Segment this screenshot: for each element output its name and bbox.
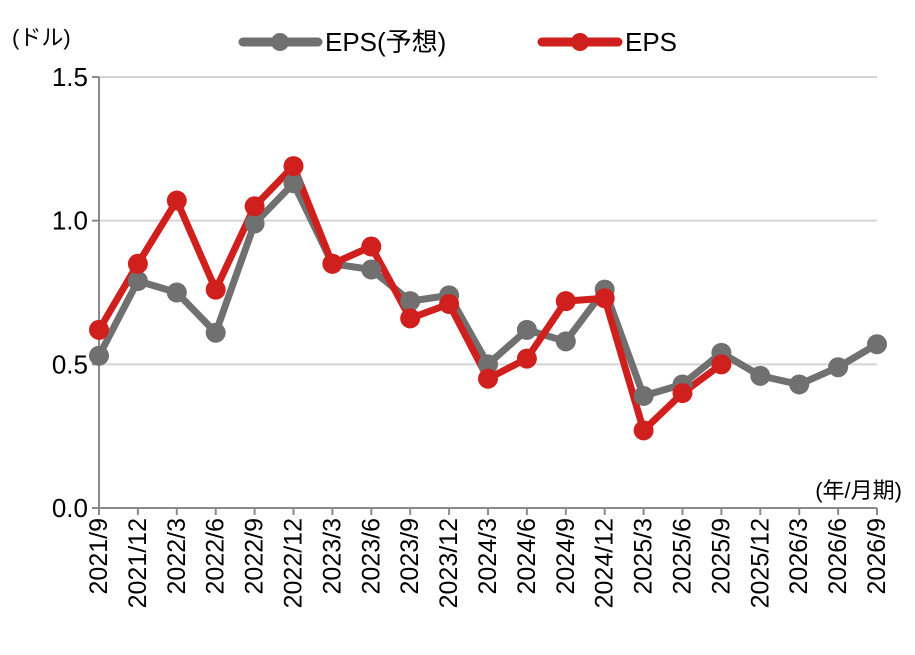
x-tick-label-6: 2023/3 [318, 518, 346, 594]
legend-label-forecast: EPS(予想) [325, 27, 446, 57]
series-0-point-20 [867, 334, 887, 355]
x-tick-label-15: 2025/6 [669, 518, 697, 594]
x-tick-label-2: 2022/3 [163, 518, 191, 594]
x-tick-label-19: 2026/6 [824, 518, 852, 594]
x-tick-labels: 2021/9 2021/12 2022/3 2022/6 2022/9 2022/12 20… [85, 518, 891, 608]
y-tick-label-1: 0.5 [52, 349, 88, 379]
series-0-point-4 [244, 213, 265, 234]
x-tick-label-1: 2021/12 [124, 518, 152, 608]
legend-item-eps: EPS [537, 27, 677, 57]
x-tick-label-10: 2024/3 [474, 518, 502, 594]
series-1-point-15 [672, 383, 693, 404]
series-1-point-11 [516, 348, 537, 369]
series-0-point-2 [166, 282, 187, 303]
x-tick-label-7: 2023/6 [357, 518, 385, 594]
series-0-point-12 [555, 331, 576, 352]
legend-label-eps: EPS [625, 27, 677, 57]
y-tick-label-0: 0.0 [52, 493, 88, 523]
y-tick-label-2: 1.0 [52, 206, 88, 236]
legend-item-forecast: EPS(予想) [238, 27, 446, 57]
series-0-point-0 [89, 345, 109, 366]
legend-swatch-marker-forecast [271, 33, 289, 51]
x-tick-label-0: 2021/9 [85, 518, 113, 594]
series-1-point-7 [361, 236, 382, 257]
grid-lines [99, 76, 877, 366]
x-axis-unit: (年/月期) [815, 478, 902, 503]
series-1-point-2 [166, 190, 187, 211]
series-0-point-14 [633, 385, 654, 406]
series-0-point-8 [400, 291, 421, 312]
x-tick-label-4: 2022/9 [241, 518, 269, 594]
series-0-point-11 [516, 319, 537, 340]
y-tick-labels: 0.0 0.5 1.0 1.5 [52, 62, 88, 523]
series-1-point-14 [633, 420, 654, 441]
x-tick-label-8: 2023/9 [396, 518, 424, 594]
series-0-point-19 [828, 357, 849, 378]
x-tick-label-9: 2023/12 [435, 518, 463, 608]
series-0-point-10 [478, 354, 498, 375]
series-1-point-1 [127, 253, 148, 274]
series-0-point-18 [789, 374, 810, 395]
x-tick-label-3: 2022/6 [202, 518, 230, 594]
series-0-point-7 [361, 259, 382, 280]
series-1-point-6 [322, 253, 343, 274]
series-0-point-3 [205, 322, 226, 343]
x-tick-label-20: 2026/9 [863, 518, 891, 594]
legend: EPS(予想) EPS [238, 27, 677, 57]
x-tick-label-18: 2026/3 [785, 518, 813, 594]
series-0-point-1 [127, 271, 148, 292]
series-1-point-10 [478, 368, 498, 389]
x-tick-label-13: 2024/12 [591, 518, 619, 608]
y-tick-label-3: 1.5 [52, 62, 88, 92]
x-tick-label-11: 2024/6 [513, 518, 541, 594]
series-1-point-9 [439, 293, 460, 314]
series-1-point-12 [555, 291, 576, 312]
x-tick-label-5: 2022/12 [280, 518, 308, 608]
x-tick-label-14: 2025/3 [630, 518, 658, 594]
series-1-point-13 [594, 288, 615, 309]
series-points [89, 156, 887, 441]
series-1-point-16 [711, 354, 732, 375]
axes [92, 76, 878, 515]
series-1-point-8 [400, 308, 421, 329]
x-tick-label-12: 2024/9 [552, 518, 580, 594]
series-1-point-0 [89, 319, 109, 340]
series-1-point-5 [283, 156, 304, 177]
y-axis-unit: (ドル) [12, 25, 71, 50]
x-tick-label-17: 2025/12 [746, 518, 774, 608]
series-1-point-4 [244, 196, 265, 217]
series-0-point-5 [283, 173, 304, 194]
legend-swatch-marker-eps [571, 33, 589, 51]
x-tick-label-16: 2025/9 [707, 518, 735, 594]
series-0-point-17 [750, 365, 771, 386]
series-1-point-3 [205, 279, 226, 300]
